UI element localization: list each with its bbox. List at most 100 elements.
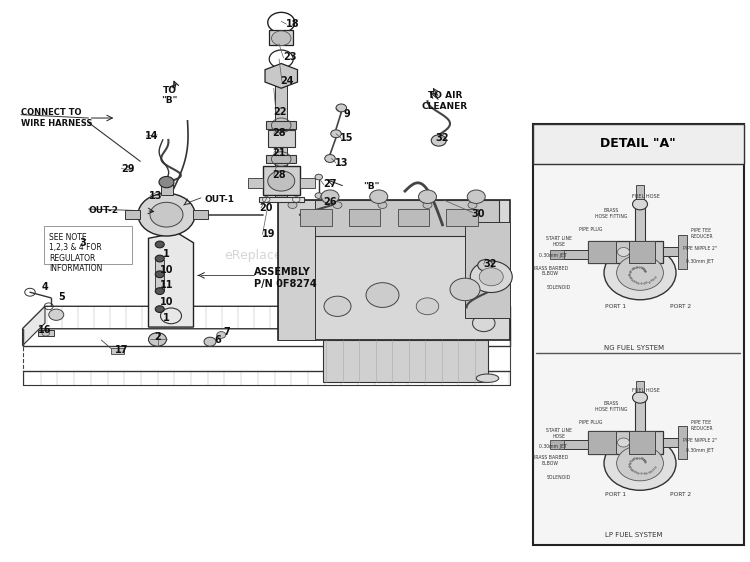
Bar xyxy=(587,431,662,454)
Text: SOLENOID: SOLENOID xyxy=(547,475,572,480)
Text: 30: 30 xyxy=(472,209,485,219)
Circle shape xyxy=(468,202,477,209)
Text: SEE NOTE
1,2,3 & 4 FOR
REGULATOR
INFORMATION: SEE NOTE 1,2,3 & 4 FOR REGULATOR INFORMA… xyxy=(49,233,102,273)
Bar xyxy=(636,184,644,198)
Bar xyxy=(634,207,645,241)
Circle shape xyxy=(138,193,195,236)
Text: TO
"B": TO "B" xyxy=(161,86,178,105)
Bar xyxy=(322,340,488,382)
Circle shape xyxy=(148,333,166,346)
Text: 6: 6 xyxy=(214,335,220,345)
Circle shape xyxy=(450,278,480,301)
Circle shape xyxy=(155,271,164,278)
Text: TO AIR
CLEANER: TO AIR CLEANER xyxy=(422,92,468,111)
Text: 26: 26 xyxy=(323,197,337,207)
Circle shape xyxy=(288,202,297,209)
Bar xyxy=(268,130,295,147)
Polygon shape xyxy=(265,64,298,88)
Text: 24: 24 xyxy=(280,76,294,86)
Bar xyxy=(677,425,686,459)
Polygon shape xyxy=(148,233,194,327)
Circle shape xyxy=(470,261,512,292)
Text: 28: 28 xyxy=(272,128,286,138)
Circle shape xyxy=(416,298,439,315)
Bar xyxy=(628,241,655,263)
Text: BRASS BARBED
ELBOW: BRASS BARBED ELBOW xyxy=(532,266,568,277)
Bar xyxy=(628,431,655,454)
Bar xyxy=(349,209,380,226)
Text: 13: 13 xyxy=(334,158,348,168)
Circle shape xyxy=(159,176,174,188)
Circle shape xyxy=(217,332,226,338)
Text: 19: 19 xyxy=(262,229,275,239)
Text: PIPE PLUG: PIPE PLUG xyxy=(579,227,602,232)
Bar xyxy=(193,210,208,219)
Text: 0.30mm JET: 0.30mm JET xyxy=(539,444,567,449)
Text: ASSEMBLY
P/N 0F8274: ASSEMBLY P/N 0F8274 xyxy=(254,268,316,289)
Bar xyxy=(587,241,662,263)
Bar xyxy=(266,121,296,129)
Bar xyxy=(262,166,300,195)
Bar xyxy=(44,226,132,264)
Text: CONNECT TO
WIRE HARNESS: CONNECT TO WIRE HARNESS xyxy=(21,108,92,128)
Text: 4: 4 xyxy=(42,282,48,292)
Circle shape xyxy=(155,241,164,248)
Text: BRASS
HOSE FITTING: BRASS HOSE FITTING xyxy=(596,401,628,412)
Bar xyxy=(398,209,429,226)
Text: START LINE
HOSE: START LINE HOSE xyxy=(546,237,572,247)
Bar xyxy=(634,400,645,431)
Text: 1: 1 xyxy=(164,312,170,323)
Text: 16: 16 xyxy=(38,325,52,336)
Text: 15: 15 xyxy=(340,133,353,143)
Circle shape xyxy=(366,283,399,307)
Bar xyxy=(269,30,293,45)
Text: 17: 17 xyxy=(115,345,128,355)
Circle shape xyxy=(150,202,183,227)
Circle shape xyxy=(315,174,322,180)
Text: NG FUEL SYSTEM: NG FUEL SYSTEM xyxy=(604,345,664,351)
Text: LP FUEL SYSTEM: LP FUEL SYSTEM xyxy=(605,532,663,538)
Bar xyxy=(532,124,744,545)
Text: 0.30mm JET: 0.30mm JET xyxy=(539,253,567,259)
Text: 0.30mm JET: 0.30mm JET xyxy=(686,448,714,454)
Text: 22: 22 xyxy=(274,107,287,117)
Bar xyxy=(561,440,590,449)
Text: 29: 29 xyxy=(121,164,134,174)
Text: PIPE PLUG: PIPE PLUG xyxy=(579,420,602,425)
Text: 20: 20 xyxy=(260,203,273,213)
Text: OUT-2: OUT-2 xyxy=(88,206,118,215)
Text: 7: 7 xyxy=(224,327,230,337)
Bar xyxy=(677,235,686,269)
Text: OUT-1: OUT-1 xyxy=(204,195,234,204)
Circle shape xyxy=(632,198,647,210)
Text: BRASS
HOSE FITTING: BRASS HOSE FITTING xyxy=(596,209,628,219)
Text: PORT 2: PORT 2 xyxy=(670,304,691,309)
Text: FUEL HOSE: FUEL HOSE xyxy=(632,388,660,393)
Text: PIPE NIPPLE 2": PIPE NIPPLE 2" xyxy=(683,438,717,443)
Bar xyxy=(248,178,262,188)
Circle shape xyxy=(423,202,432,209)
Text: SOLENOID: SOLENOID xyxy=(547,285,572,291)
Circle shape xyxy=(604,246,676,300)
Circle shape xyxy=(632,392,647,403)
Text: 9: 9 xyxy=(343,108,350,119)
Circle shape xyxy=(604,436,676,490)
Circle shape xyxy=(617,247,629,256)
Text: 10: 10 xyxy=(160,265,173,275)
Text: 1: 1 xyxy=(164,249,170,259)
Circle shape xyxy=(431,135,446,146)
Text: eReplacementParts.com: eReplacementParts.com xyxy=(224,249,376,262)
Bar xyxy=(125,210,140,219)
Circle shape xyxy=(155,306,164,312)
Bar xyxy=(532,124,744,164)
Polygon shape xyxy=(259,197,304,202)
Bar xyxy=(465,222,510,318)
Text: 32: 32 xyxy=(483,259,496,269)
Bar xyxy=(275,76,287,202)
Text: 28: 28 xyxy=(272,170,286,180)
Circle shape xyxy=(333,202,342,209)
Text: START LINE
HOSE: START LINE HOSE xyxy=(546,428,572,439)
Circle shape xyxy=(370,190,388,203)
Circle shape xyxy=(616,446,664,481)
Bar xyxy=(111,348,125,354)
